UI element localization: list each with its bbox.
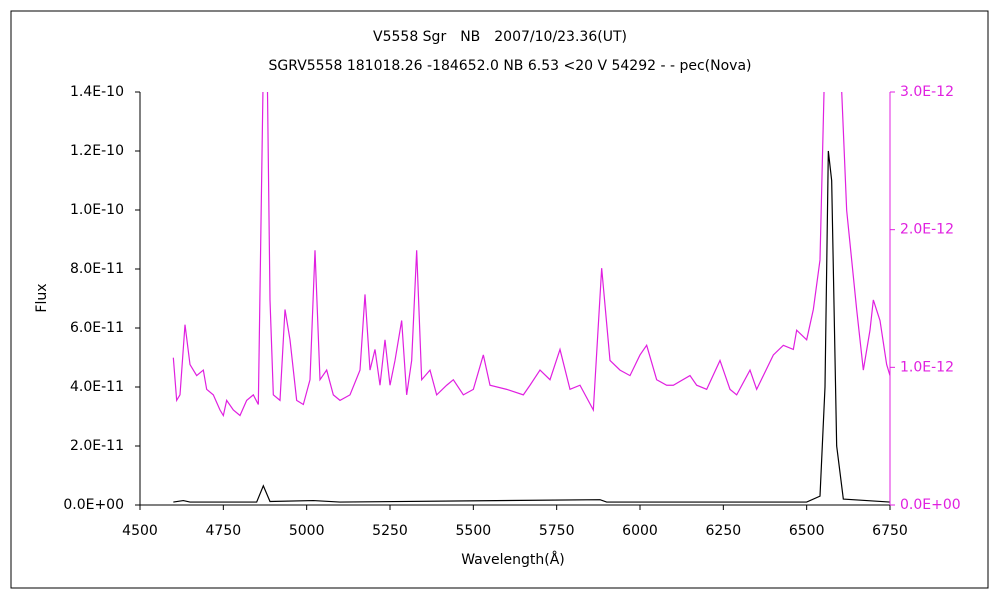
y-tick-label: 1.4E-10 <box>70 84 124 100</box>
y-tick-label: 0.0E+00 <box>63 497 124 513</box>
x-axis-label: Wavelength(Å) <box>461 551 565 568</box>
y2-tick-label: 3.0E-12 <box>900 84 954 100</box>
x-tick-label: 6000 <box>622 523 658 539</box>
y-tick-label: 1.0E-10 <box>70 202 124 218</box>
spectrum-line <box>172 92 890 418</box>
chart-subtitle: SGRV5558 181018.26 -184652.0 NB 6.53 <20… <box>269 58 752 74</box>
y2-tick-label: 1.0E-12 <box>900 359 954 375</box>
y-tick-label: 2.0E-11 <box>70 438 124 454</box>
x-tick-label: 5000 <box>289 523 325 539</box>
x-tick-label: 4500 <box>122 523 158 539</box>
x-tick-label: 5750 <box>539 523 575 539</box>
spectrum-line <box>173 150 890 503</box>
x-tick-label: 6500 <box>789 523 825 539</box>
x-tick-label: 5500 <box>456 523 492 539</box>
y2-tick-label: 2.0E-12 <box>900 222 954 238</box>
frame <box>10 10 989 589</box>
chart-title: V5558 Sgr NB 2007/10/23.36(UT) <box>373 29 627 45</box>
x-tick-label: 6750 <box>872 523 908 539</box>
x-tick-label: 6250 <box>706 523 742 539</box>
plot-area <box>172 92 890 503</box>
y-tick-label: 4.0E-11 <box>70 379 124 395</box>
x-tick-label: 4750 <box>206 523 242 539</box>
y-axis-label: Flux <box>34 283 50 312</box>
y-tick-label: 8.0E-11 <box>70 261 124 277</box>
y-tick-label: 1.2E-10 <box>70 143 124 159</box>
x-tick-label: 5250 <box>372 523 408 539</box>
y-tick-label: 6.0E-11 <box>70 320 124 336</box>
y2-tick-label: 0.0E+00 <box>900 497 961 513</box>
